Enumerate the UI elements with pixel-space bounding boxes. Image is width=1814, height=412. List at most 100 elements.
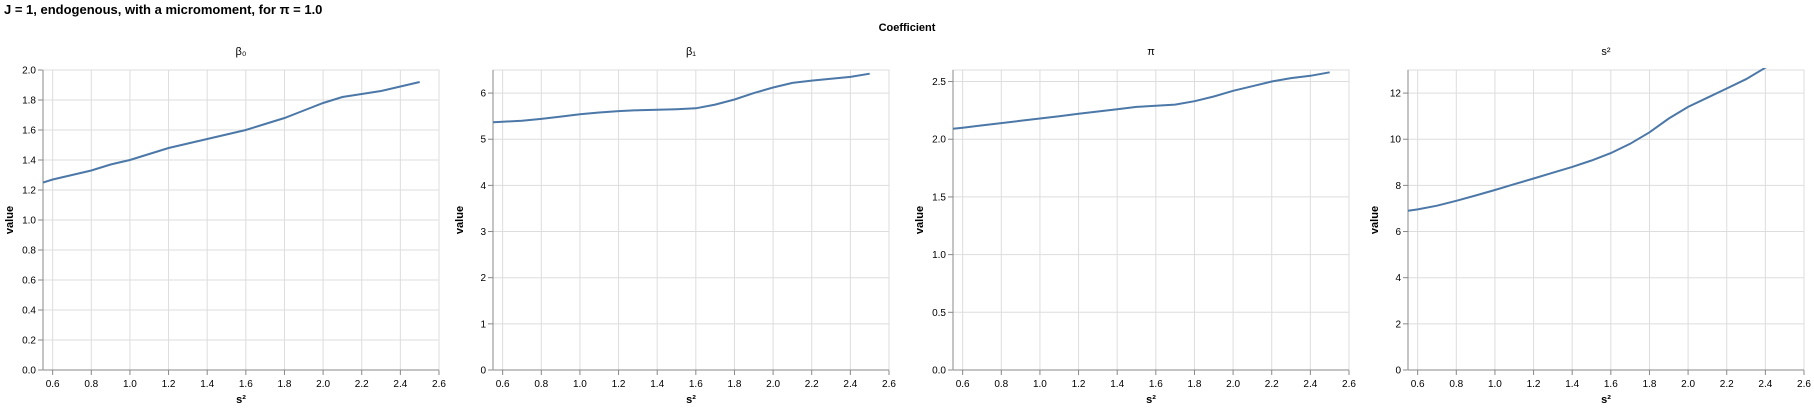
facet-header: Coefficient — [879, 22, 936, 34]
y-tick-label: 2 — [480, 273, 486, 284]
y-tick-label: 0.5 — [932, 308, 946, 319]
x-tick-label: 2.6 — [882, 379, 896, 390]
x-tick-label: 1.2 — [1527, 379, 1541, 390]
plot-frame — [492, 69, 890, 371]
y-tick-label: 2.0 — [22, 66, 36, 77]
x-tick-label: 1.4 — [1565, 379, 1579, 390]
x-axis-title: s² — [1601, 394, 1611, 406]
y-axis-title: value — [4, 206, 16, 234]
y-tick-label: 2.0 — [932, 135, 946, 146]
y-tick-label: 6 — [480, 89, 486, 100]
series-line — [953, 71, 1330, 130]
x-tick-label: 1.0 — [123, 379, 137, 390]
panel-title: s² — [1601, 46, 1611, 58]
chart-panel-2: β₁ 0.6 0.8 1.0 1.2 1.4 1.6 1.8 2.0 2.2 2.4 2.6 0 1 2 3 4… — [454, 46, 896, 406]
x-tick-label: 0.6 — [496, 379, 510, 390]
x-tick-label: 1.8 — [1188, 379, 1202, 390]
plot-frame — [1407, 69, 1805, 371]
x-tick-label: 2.6 — [432, 379, 446, 390]
y-tick-label: 1.6 — [22, 126, 36, 137]
x-tick-label: 0.8 — [84, 379, 98, 390]
x-tick-label: 1.6 — [239, 379, 253, 390]
x-tick-label: 0.6 — [46, 379, 60, 390]
x-tick-label: 2.0 — [1681, 379, 1695, 390]
x-tick-label: 1.8 — [1643, 379, 1657, 390]
x-tick-label: 1.4 — [650, 379, 664, 390]
x-tick-label: 1.0 — [573, 379, 587, 390]
series-line — [493, 72, 870, 124]
x-tick-label: 1.6 — [689, 379, 703, 390]
x-tick-label: 1.0 — [1033, 379, 1047, 390]
series-line — [1408, 68, 1767, 212]
x-tick-label: 2.4 — [1758, 379, 1772, 390]
y-tick-label: 3 — [480, 227, 486, 238]
x-tick-label: 1.6 — [1604, 379, 1618, 390]
x-axis-title: s² — [236, 394, 246, 406]
y-tick-label: 1.8 — [22, 96, 36, 107]
x-tick-label: 0.8 — [994, 379, 1008, 390]
x-tick-label: 1.2 — [162, 379, 176, 390]
y-tick-label: 0.4 — [22, 306, 36, 317]
x-tick-label: 1.2 — [1072, 379, 1086, 390]
y-tick-label: 8 — [1395, 181, 1401, 192]
x-tick-label: 1.0 — [1488, 379, 1502, 390]
y-tick-label: 2.5 — [932, 77, 946, 88]
chart-panel-3: π 0.6 0.8 1.0 1.2 1.4 1.6 1.8 2.0 2.2 2.4 2.6 0.0 0.5… — [914, 46, 1356, 406]
panel-title: β₀ — [236, 46, 247, 58]
y-tick-label: 0 — [480, 366, 486, 377]
y-tick-label: 12 — [1390, 89, 1402, 100]
x-tick-label: 1.8 — [278, 379, 292, 390]
y-tick-label: 5 — [480, 135, 486, 146]
y-tick-label: 1.0 — [22, 216, 36, 227]
x-axis-title: s² — [1146, 394, 1156, 406]
series-line — [43, 81, 420, 184]
y-tick-label: 1 — [480, 319, 486, 330]
x-tick-label: 2.4 — [1303, 379, 1317, 390]
x-tick-label: 2.4 — [393, 379, 407, 390]
x-tick-label: 2.0 — [766, 379, 780, 390]
panel-title: π — [1147, 46, 1155, 58]
chart-panel-1: β₀ 0.6 0.8 1.0 1.2 1.4 1.6 1.8 2.0 2.2 2.4 2.6 0.0 0.… — [4, 46, 446, 406]
x-tick-label: 2.2 — [355, 379, 369, 390]
y-tick-label: 0.0 — [932, 366, 946, 377]
x-tick-label: 0.8 — [534, 379, 548, 390]
x-axis-title: s² — [686, 394, 696, 406]
y-tick-label: 1.5 — [932, 192, 946, 203]
x-tick-label: 1.8 — [728, 379, 742, 390]
x-tick-label: 2.4 — [843, 379, 857, 390]
chart-panel-4: s² 0.6 0.8 1.0 1.2 1.4 1.6 1.8 2.0 2.2 2.4 2.6 0 2 4 6 8… — [1369, 46, 1811, 406]
y-tick-label: 1.2 — [22, 186, 36, 197]
panel-title: β₁ — [686, 46, 696, 58]
y-tick-label: 1.4 — [22, 156, 36, 167]
x-tick-label: 0.8 — [1449, 379, 1463, 390]
plot-frame — [952, 69, 1350, 371]
x-tick-label: 2.0 — [1226, 379, 1240, 390]
y-tick-label: 0.2 — [22, 336, 36, 347]
y-axis-title: value — [1369, 206, 1381, 234]
y-axis-title: value — [914, 206, 926, 234]
y-tick-label: 0.0 — [22, 366, 36, 377]
y-tick-label: 0.6 — [22, 276, 36, 287]
chart-title: J = 1, endogenous, with a micromoment, f… — [4, 2, 322, 17]
y-tick-label: 10 — [1390, 135, 1402, 146]
y-tick-label: 2 — [1395, 319, 1401, 330]
x-tick-label: 1.4 — [200, 379, 214, 390]
x-tick-label: 2.6 — [1342, 379, 1356, 390]
x-tick-label: 1.4 — [1110, 379, 1124, 390]
y-tick-label: 0.8 — [22, 246, 36, 257]
x-tick-label: 1.6 — [1149, 379, 1163, 390]
x-tick-label: 2.2 — [1265, 379, 1279, 390]
y-tick-label: 0 — [1395, 366, 1401, 377]
x-tick-label: 0.6 — [956, 379, 970, 390]
x-tick-label: 0.6 — [1411, 379, 1425, 390]
x-tick-label: 2.6 — [1797, 379, 1811, 390]
x-tick-label: 2.2 — [805, 379, 819, 390]
x-tick-label: 1.2 — [612, 379, 626, 390]
y-tick-label: 4 — [480, 181, 486, 192]
y-tick-label: 4 — [1395, 273, 1401, 284]
x-tick-label: 2.2 — [1720, 379, 1734, 390]
y-tick-label: 6 — [1395, 227, 1401, 238]
y-axis-title: value — [454, 206, 466, 234]
x-tick-label: 2.0 — [316, 379, 330, 390]
